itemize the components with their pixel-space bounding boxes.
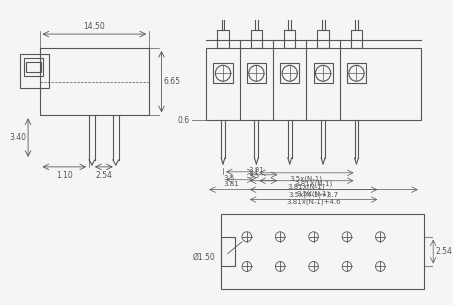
Text: 3.5x(N-1)+3.7: 3.5x(N-1)+3.7 — [289, 192, 339, 198]
Text: 3.5: 3.5 — [223, 175, 234, 181]
Bar — [347, 63, 366, 83]
Bar — [251, 30, 262, 48]
Bar — [351, 30, 362, 48]
Bar — [206, 48, 421, 120]
Text: 3.5X(N-1): 3.5X(N-1) — [297, 190, 330, 197]
Bar — [213, 63, 232, 83]
Bar — [217, 30, 229, 48]
Bar — [284, 30, 295, 48]
Text: 3.40: 3.40 — [9, 133, 26, 142]
Text: 3.81: 3.81 — [223, 181, 239, 187]
Bar — [20, 54, 49, 88]
Bar — [313, 63, 333, 83]
Bar — [221, 237, 235, 267]
Text: 6.65: 6.65 — [164, 77, 180, 86]
Bar — [24, 58, 43, 76]
Bar — [39, 48, 149, 115]
Text: 3.81x(N-1)+4.6: 3.81x(N-1)+4.6 — [286, 199, 341, 205]
Bar — [247, 63, 266, 83]
Text: 3.81: 3.81 — [249, 167, 265, 173]
Bar — [280, 63, 299, 83]
Text: 2.54: 2.54 — [435, 247, 452, 256]
Text: 1.10: 1.10 — [56, 171, 72, 180]
Text: Ø1.50: Ø1.50 — [193, 253, 215, 262]
Text: 3.81x(N-1): 3.81x(N-1) — [288, 184, 325, 190]
Text: 3.5x(N-1): 3.5x(N-1) — [290, 176, 323, 182]
Text: 3.81X(N-1): 3.81X(N-1) — [294, 180, 333, 187]
Bar — [318, 30, 329, 48]
Text: 3.5: 3.5 — [249, 173, 260, 179]
Bar — [26, 62, 41, 72]
Bar — [221, 214, 424, 289]
Text: 0.6: 0.6 — [178, 116, 190, 125]
Text: 2.54: 2.54 — [96, 171, 112, 180]
Text: 14.50: 14.50 — [83, 22, 105, 31]
